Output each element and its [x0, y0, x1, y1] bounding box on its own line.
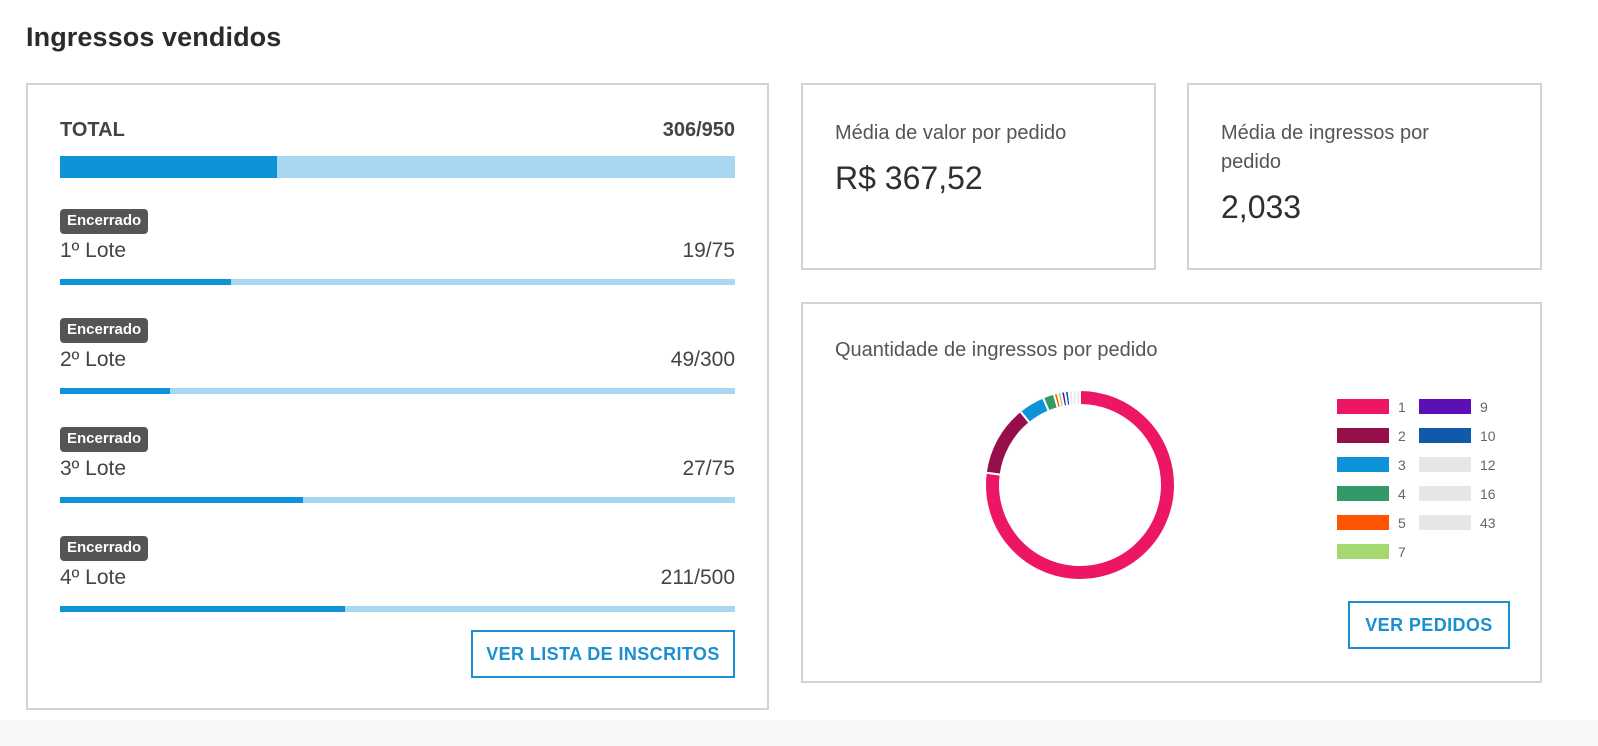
lot-item: Encerrado 2º Lote 49/300 — [60, 318, 735, 398]
legend-label: 12 — [1480, 456, 1496, 473]
avg-value-card: Média de valor por pedido R$ 367,52 — [801, 83, 1156, 270]
lot-progress-bar — [60, 497, 735, 503]
lot-progress-bar — [60, 388, 735, 394]
legend-item-12[interactable]: 12 — [1419, 456, 1496, 473]
donut-slice-1[interactable] — [984, 388, 1176, 581]
section-title: Ingressos vendidos — [26, 22, 282, 52]
status-badge: Encerrado — [60, 318, 149, 343]
total-label: TOTAL — [60, 119, 125, 141]
legend-item-2[interactable]: 2 — [1337, 427, 1406, 444]
lots-card: TOTAL 306/950 Encerrado 1º Lote 19/75 En… — [26, 83, 769, 710]
lot-item: Encerrado 3º Lote 27/75 — [60, 427, 735, 507]
view-orders-button[interactable]: VER PEDIDOS — [1348, 601, 1510, 649]
lot-name: 3º Lote — [60, 457, 127, 480]
legend-item-9[interactable]: 9 — [1419, 398, 1488, 415]
legend-item-1[interactable]: 1 — [1337, 398, 1406, 415]
lot-progress-fill — [60, 279, 231, 285]
legend-item-16[interactable]: 16 — [1419, 485, 1496, 502]
legend-label: 2 — [1398, 427, 1406, 444]
lot-progress-fill — [60, 606, 345, 612]
total-progress-bar — [60, 156, 735, 178]
legend-label: 43 — [1480, 514, 1496, 531]
legend-label: 3 — [1398, 456, 1406, 473]
legend-label: 5 — [1398, 514, 1406, 531]
lot-count: 49/300 — [670, 348, 735, 371]
legend-label: 10 — [1480, 427, 1496, 444]
status-badge: Encerrado — [60, 536, 149, 561]
legend-item-4[interactable]: 4 — [1337, 485, 1406, 502]
legend-swatch — [1337, 399, 1389, 414]
donut-slice-43[interactable] — [1075, 388, 1081, 407]
legend-swatch — [1419, 399, 1471, 414]
legend-item-7[interactable]: 7 — [1337, 543, 1406, 560]
legend-swatch — [1337, 515, 1389, 530]
legend-label: 16 — [1480, 485, 1496, 502]
chart-title: Quantidade de ingressos por pedido — [835, 339, 1158, 361]
legend-swatch — [1337, 486, 1389, 501]
legend-item-5[interactable]: 5 — [1337, 514, 1406, 531]
status-badge: Encerrado — [60, 427, 149, 452]
legend-label: 7 — [1398, 543, 1406, 560]
lot-progress-bar — [60, 606, 735, 612]
legend-label: 1 — [1398, 398, 1406, 415]
legend-swatch — [1419, 457, 1471, 472]
legend-swatch — [1337, 457, 1389, 472]
lot-name: 1º Lote — [60, 239, 127, 262]
legend-swatch — [1419, 486, 1471, 501]
footer-shade — [0, 720, 1598, 746]
lot-progress-bar — [60, 279, 735, 285]
total-row: TOTAL 306/950 — [60, 119, 735, 142]
legend-swatch — [1419, 428, 1471, 443]
avg-value-label: Média de valor por pedido — [835, 122, 1067, 144]
lot-progress-fill — [60, 388, 171, 394]
lot-count: 19/75 — [682, 239, 735, 262]
view-registrants-button[interactable]: VER LISTA DE INSCRITOS — [471, 630, 735, 678]
legend-swatch — [1337, 428, 1389, 443]
lot-name: 4º Lote — [60, 566, 127, 589]
total-progress-fill — [60, 156, 278, 178]
lot-progress-fill — [60, 497, 303, 503]
lot-count: 27/75 — [682, 457, 735, 480]
avg-value: R$ 367,52 — [835, 160, 983, 196]
lot-item: Encerrado 4º Lote 211/500 — [60, 536, 735, 616]
legend-swatch — [1419, 515, 1471, 530]
status-badge: Encerrado — [60, 209, 149, 234]
legend-item-43[interactable]: 43 — [1419, 514, 1496, 531]
lot-count: 211/500 — [660, 566, 735, 589]
legend-item-10[interactable]: 10 — [1419, 427, 1496, 444]
total-count: 306/950 — [662, 119, 735, 141]
lot-name: 2º Lote — [60, 348, 127, 371]
lot-item: Encerrado 1º Lote 19/75 — [60, 209, 735, 289]
avg-tickets-value: 2,033 — [1221, 189, 1302, 225]
legend-label: 9 — [1480, 398, 1488, 415]
legend-item-3[interactable]: 3 — [1337, 456, 1406, 473]
donut-chart — [984, 388, 1176, 581]
legend-swatch — [1337, 544, 1389, 559]
chart-legend: 1 2 3 4 5 7 9 10 12 16 43 — [1337, 398, 1517, 568]
donut-slice-2[interactable] — [984, 409, 1032, 476]
legend-label: 4 — [1398, 485, 1406, 502]
avg-tickets-label: Média de ingressos por pedido — [1221, 122, 1429, 173]
avg-tickets-card: Média de ingressos por pedido 2,033 — [1187, 83, 1542, 270]
